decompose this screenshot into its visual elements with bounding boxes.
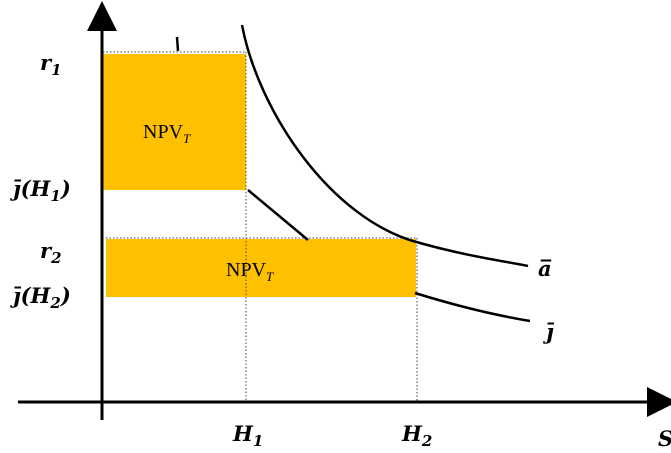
- x-label-H2: H2: [401, 421, 432, 450]
- guide-lines: [103, 51, 418, 402]
- curve-label-j-bar: j̄: [543, 319, 554, 344]
- npv-rect-bottom: [106, 239, 416, 297]
- curve-label-a-bar: a̅: [538, 256, 552, 281]
- npv-label-bottom: NPVT: [226, 259, 274, 284]
- x-label-H1: H1: [232, 421, 263, 450]
- npv-label-top: NPVT: [143, 121, 191, 146]
- y-label-j-H1: j̄(H1): [10, 176, 71, 205]
- curve-tick: [175, 36, 180, 52]
- y-label-r1: r1: [40, 50, 62, 79]
- y-label-r2: r2: [40, 238, 62, 267]
- curve-a-bar: [240, 24, 529, 268]
- x-axis-label-S: S: [658, 426, 671, 451]
- npv-rect-top: [103, 54, 246, 190]
- curve-j-bar: [247, 189, 531, 323]
- y-label-j-H2: j̄(H2): [10, 283, 71, 312]
